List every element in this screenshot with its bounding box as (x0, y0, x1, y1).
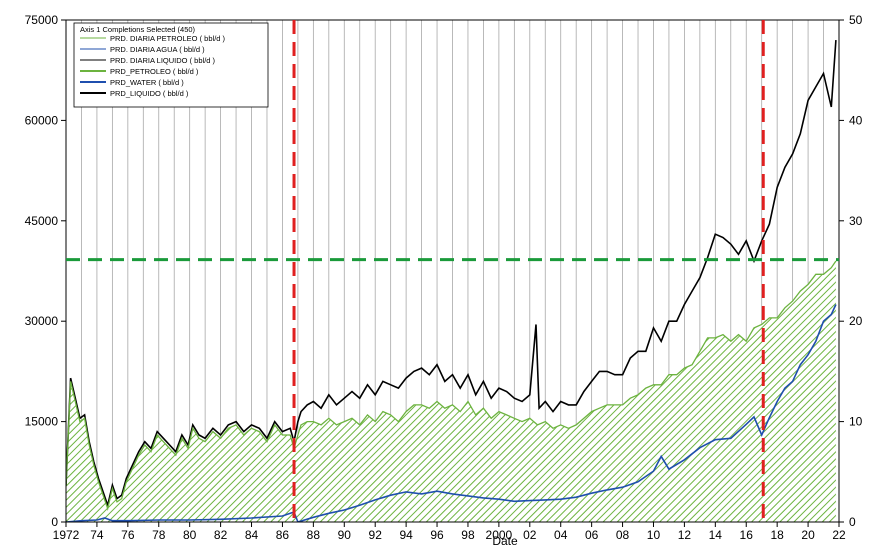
x-tick-label: 20 (801, 528, 815, 542)
x-tick-label: 82 (214, 528, 228, 542)
x-tick-label: 04 (554, 528, 568, 542)
x-tick-label: 90 (338, 528, 352, 542)
x-axis-label: Date (492, 534, 518, 548)
x-tick-label: 08 (616, 528, 630, 542)
oil-area-fill (66, 261, 836, 522)
y-left-tick-label: 0 (51, 515, 58, 529)
x-tick-label: 92 (369, 528, 383, 542)
x-tick-label: 88 (307, 528, 321, 542)
y-right-tick-label: 50 (849, 13, 863, 27)
y-right-tick-label: 20 (849, 314, 863, 328)
y-right-tick-label: 0 (849, 515, 856, 529)
x-tick-label: 84 (245, 528, 259, 542)
y-left-tick-label: 15000 (25, 415, 59, 429)
x-tick-label: 10 (647, 528, 661, 542)
y-left-tick-label: 30000 (25, 314, 59, 328)
y-right-tick-label: 10 (849, 415, 863, 429)
y-left-tick-label: 75000 (25, 13, 59, 27)
x-tick-label: 1972 (53, 528, 80, 542)
x-tick-label: 2000 (486, 528, 513, 542)
y-right-tick-label: 30 (849, 214, 863, 228)
legend-entry-label: PRD_LIQUIDO ( bbl/d ) (110, 89, 189, 98)
series-line-liquido (66, 40, 837, 509)
reference-lines (66, 20, 839, 522)
plot-frame (65, 19, 840, 523)
x-tick-label: 12 (678, 528, 692, 542)
series-line-petroleo (66, 260, 837, 511)
x-tick-label: 06 (585, 528, 599, 542)
x-tick-label: 22 (832, 528, 846, 542)
x-tick-label: 18 (770, 528, 784, 542)
x-tick-label: 80 (183, 528, 197, 542)
x-tick-label: 02 (523, 528, 537, 542)
y-left-tick-label: 60000 (25, 113, 59, 127)
y-right-tick-label: 40 (849, 113, 863, 127)
x-tick-label: 76 (121, 528, 135, 542)
legend: Axis 1 Completions Selected (450) PRD. D… (73, 22, 269, 108)
x-tick-label: 78 (152, 528, 166, 542)
legend-entry-label: PRD. DIARIA PETROLEO ( bbl/d ) (110, 34, 226, 43)
legend-box (73, 22, 269, 108)
x-tick-label: 86 (276, 528, 290, 542)
plot-area (66, 40, 837, 522)
series-line-water (66, 304, 837, 522)
x-tick-label: 74 (90, 528, 104, 542)
axis-ticks: 0 15000 30000 45000 60000 75000 0 10 20 30 40 50 197… (25, 13, 863, 542)
legend-entry-label: PRD_WATER ( bbl/d ) (110, 78, 184, 87)
x-tick-label: 96 (430, 528, 444, 542)
y-left-tick-label: 45000 (25, 214, 59, 228)
legend-entry-label: PRD. DIARIA AGUA ( bbl/d ) (110, 45, 205, 54)
x-tick-label: 16 (740, 528, 754, 542)
x-tick-label: 98 (461, 528, 475, 542)
legend-entry-label: PRD. DIARIA LIQUIDO ( bbl/d ) (110, 56, 216, 65)
legend-entry-label: PRD_PETROLEO ( bbl/d ) (110, 67, 199, 76)
legend-title: Axis 1 Completions Selected (450) (80, 25, 196, 34)
x-tick-label: 14 (709, 528, 723, 542)
x-tick-label: 94 (399, 528, 413, 542)
